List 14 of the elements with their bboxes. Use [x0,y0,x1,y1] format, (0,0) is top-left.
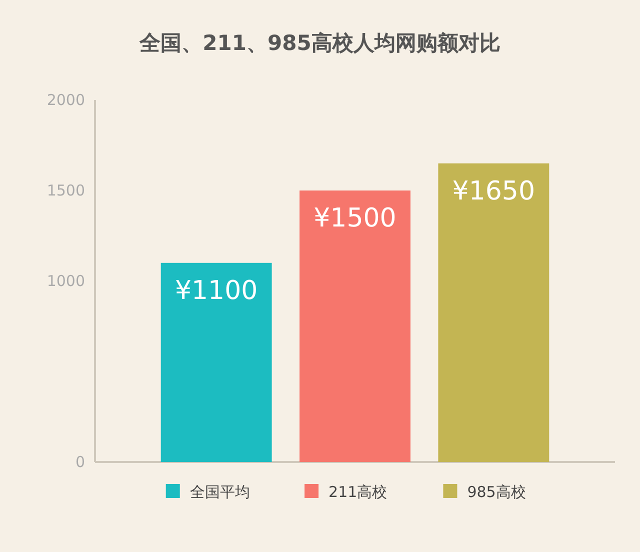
legend-label: 211高校 [328,483,388,501]
bar [160,262,272,462]
y-tick-label: 1500 [46,181,85,200]
data-label: ¥1650 [452,176,536,206]
y-tick-label: 2000 [46,90,85,109]
data-label: ¥1500 [314,204,396,234]
legend-label: 全国平均 [190,483,250,501]
chart-title: 全国、211、985高校人均网购额对比 [138,31,500,55]
bar [300,190,410,462]
y-tick-label: 1000 [46,272,85,290]
legend-label: 985高校 [467,483,526,501]
y-tick-label: 0 [75,452,85,471]
data-label: ¥1100 [174,276,258,306]
bar [438,163,550,462]
